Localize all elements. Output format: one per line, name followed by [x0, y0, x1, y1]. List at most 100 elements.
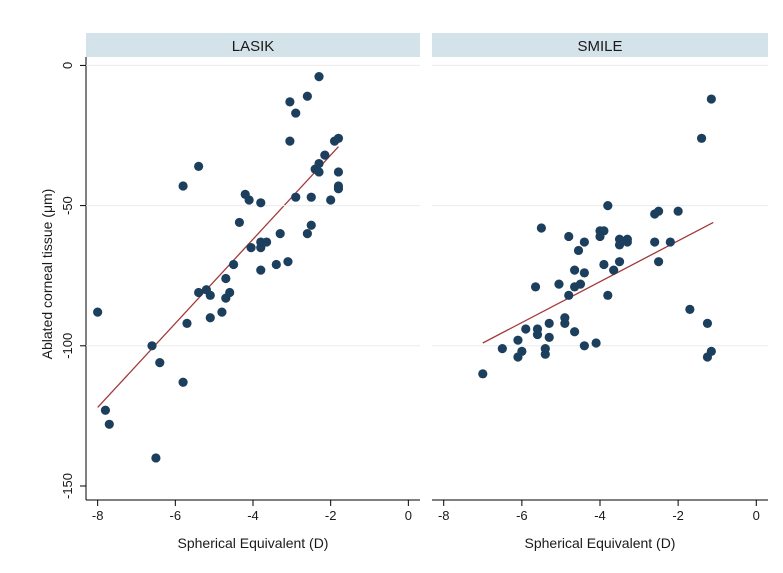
data-point — [217, 307, 227, 317]
y-tick-label: -150 — [60, 473, 75, 499]
data-point — [622, 237, 632, 247]
data-point — [564, 231, 574, 242]
y-tick-label: -100 — [60, 333, 75, 359]
data-point — [291, 108, 301, 118]
data-point — [696, 133, 707, 143]
data-point — [182, 318, 192, 328]
x-tick-label: 0 — [405, 508, 412, 523]
plot-area — [86, 57, 420, 500]
data-point — [706, 94, 716, 104]
data-point — [221, 273, 231, 284]
x-tick-label: -6 — [170, 508, 182, 523]
data-point — [603, 201, 613, 211]
data-point — [579, 237, 589, 247]
data-point — [155, 358, 165, 368]
data-point — [654, 257, 664, 267]
data-point — [225, 287, 235, 298]
data-point — [573, 245, 584, 256]
data-point — [302, 229, 312, 239]
data-point — [178, 377, 188, 387]
data-point — [151, 453, 161, 463]
data-point — [178, 181, 188, 191]
data-point — [333, 133, 344, 143]
data-point — [513, 335, 523, 345]
data-point — [579, 341, 589, 351]
data-point — [540, 349, 550, 359]
data-point — [326, 195, 336, 205]
data-point — [285, 136, 295, 146]
data-point — [564, 290, 574, 300]
data-point — [93, 307, 103, 317]
data-point — [579, 268, 589, 278]
data-point — [536, 223, 546, 233]
data-point — [194, 161, 204, 171]
plot-area — [432, 57, 768, 500]
data-point — [256, 265, 266, 275]
x-tick-label: -4 — [594, 508, 606, 523]
data-points — [478, 94, 716, 379]
data-point — [314, 72, 324, 82]
x-tick-label: -2 — [672, 508, 684, 523]
data-point — [314, 158, 324, 169]
data-point — [599, 226, 609, 236]
data-point — [560, 318, 570, 328]
data-point — [104, 419, 114, 429]
data-point — [609, 265, 619, 275]
data-point — [554, 279, 564, 289]
x-ticks: -8 -6 -4 -2 0 — [438, 500, 760, 523]
data-point — [205, 313, 215, 323]
data-point — [275, 229, 285, 239]
data-point — [654, 206, 664, 216]
y-tick-label: -50 — [60, 196, 75, 215]
data-point — [702, 318, 713, 328]
panel-strip — [86, 33, 420, 57]
panel-lasik: LASIK -8 -6 -4 -2 0 0 -50 -100 -150 Spherical E… — [60, 33, 420, 551]
data-point — [333, 167, 344, 177]
data-point — [291, 192, 301, 202]
data-point — [246, 243, 256, 253]
panel-title: SMILE — [577, 38, 622, 55]
data-point — [261, 237, 272, 247]
data-point — [591, 338, 601, 348]
x-axis-label: Spherical Equivalent (D) — [178, 535, 329, 551]
data-point — [194, 287, 204, 298]
x-tick-label: -2 — [325, 508, 337, 523]
data-point — [575, 279, 586, 289]
x-tick-label: -4 — [247, 508, 259, 523]
data-point — [256, 198, 266, 208]
data-point — [665, 237, 675, 247]
data-point — [570, 327, 580, 337]
data-point — [478, 369, 488, 379]
x-tick-label: -8 — [92, 508, 104, 523]
data-point — [544, 318, 554, 328]
panel-title: LASIK — [232, 38, 275, 55]
data-point — [283, 257, 293, 267]
x-tick-label: -6 — [516, 508, 528, 523]
data-point — [100, 405, 111, 415]
data-point — [271, 259, 281, 270]
data-point — [614, 257, 625, 267]
data-point — [614, 240, 625, 250]
data-point — [570, 265, 580, 275]
data-point — [228, 259, 239, 270]
data-point — [650, 237, 660, 247]
data-point — [603, 290, 613, 300]
data-point — [205, 290, 215, 300]
data-point — [706, 346, 716, 356]
panel-smile: SMILE -8 -6 -4 -2 0 Spherical Equivalent (D) — [432, 33, 768, 551]
data-point — [532, 329, 543, 340]
data-point — [244, 195, 254, 205]
fit-line — [97, 146, 339, 408]
x-ticks: -8 -6 -4 -2 0 — [92, 500, 412, 523]
x-axis-label: Spherical Equivalent (D) — [525, 535, 676, 551]
y-ticks: 0 -50 -100 -150 — [60, 62, 86, 499]
data-point — [285, 97, 295, 107]
data-point — [673, 206, 683, 216]
y-tick-label: 0 — [60, 62, 75, 69]
x-tick-label: 0 — [753, 508, 760, 523]
data-point — [314, 167, 324, 177]
data-point — [599, 259, 609, 270]
data-point — [521, 324, 531, 334]
data-point — [256, 243, 266, 253]
panel-strip — [432, 33, 768, 57]
